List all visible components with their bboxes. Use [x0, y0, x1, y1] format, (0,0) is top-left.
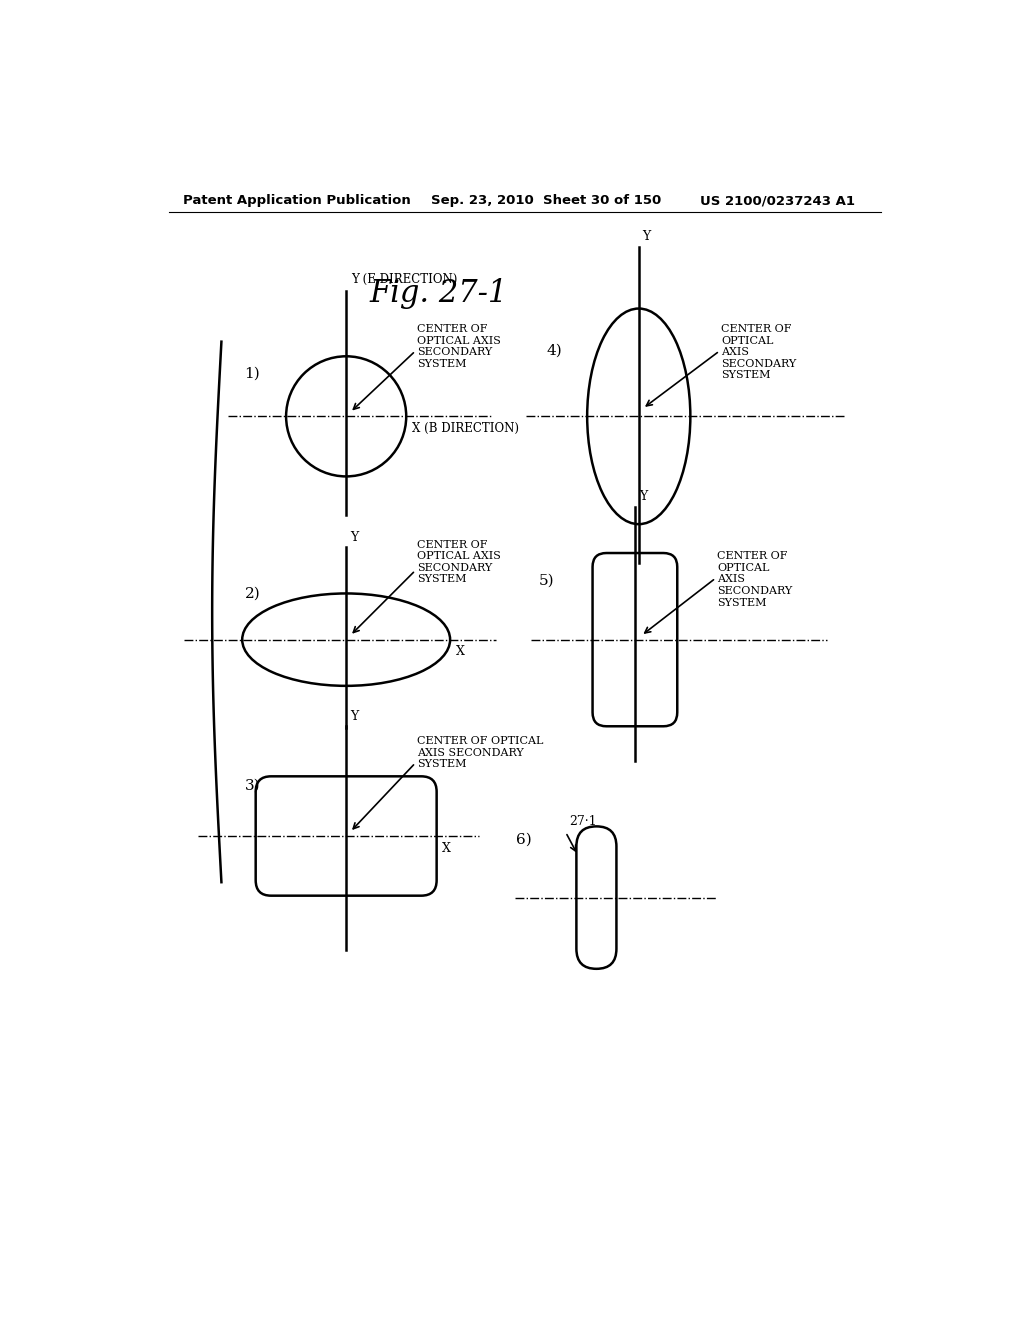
Text: Y: Y — [639, 490, 647, 503]
Text: 4): 4) — [547, 345, 562, 358]
Text: CENTER OF
OPTICAL
AXIS
SECONDARY
SYSTEM: CENTER OF OPTICAL AXIS SECONDARY SYSTEM — [717, 552, 793, 607]
Text: 2): 2) — [245, 586, 260, 601]
Text: CENTER OF
OPTICAL AXIS
SECONDARY
SYSTEM: CENTER OF OPTICAL AXIS SECONDARY SYSTEM — [417, 540, 501, 585]
Text: Y: Y — [643, 230, 651, 243]
Text: 27·1: 27·1 — [569, 816, 597, 829]
Text: CENTER OF OPTICAL
AXIS SECONDARY
SYSTEM: CENTER OF OPTICAL AXIS SECONDARY SYSTEM — [417, 737, 544, 770]
Text: CENTER OF
OPTICAL
AXIS
SECONDARY
SYSTEM: CENTER OF OPTICAL AXIS SECONDARY SYSTEM — [721, 323, 797, 380]
Text: 3): 3) — [245, 779, 260, 793]
Text: Y (E DIRECTION): Y (E DIRECTION) — [351, 273, 457, 286]
Text: 5): 5) — [539, 573, 554, 587]
Text: 1): 1) — [245, 367, 260, 381]
Text: X: X — [442, 842, 451, 855]
Text: Fig. 27-1: Fig. 27-1 — [370, 277, 508, 309]
Text: CENTER OF
OPTICAL AXIS
SECONDARY
SYSTEM: CENTER OF OPTICAL AXIS SECONDARY SYSTEM — [417, 323, 501, 368]
Text: Sep. 23, 2010  Sheet 30 of 150: Sep. 23, 2010 Sheet 30 of 150 — [431, 194, 662, 207]
Text: Y: Y — [350, 710, 358, 723]
Text: 6): 6) — [515, 833, 531, 847]
Text: Patent Application Publication: Patent Application Publication — [183, 194, 411, 207]
Text: X (B DIRECTION): X (B DIRECTION) — [413, 422, 519, 436]
Text: Y: Y — [350, 531, 358, 544]
Text: US 2100/0237243 A1: US 2100/0237243 A1 — [700, 194, 855, 207]
Text: X: X — [457, 645, 465, 659]
